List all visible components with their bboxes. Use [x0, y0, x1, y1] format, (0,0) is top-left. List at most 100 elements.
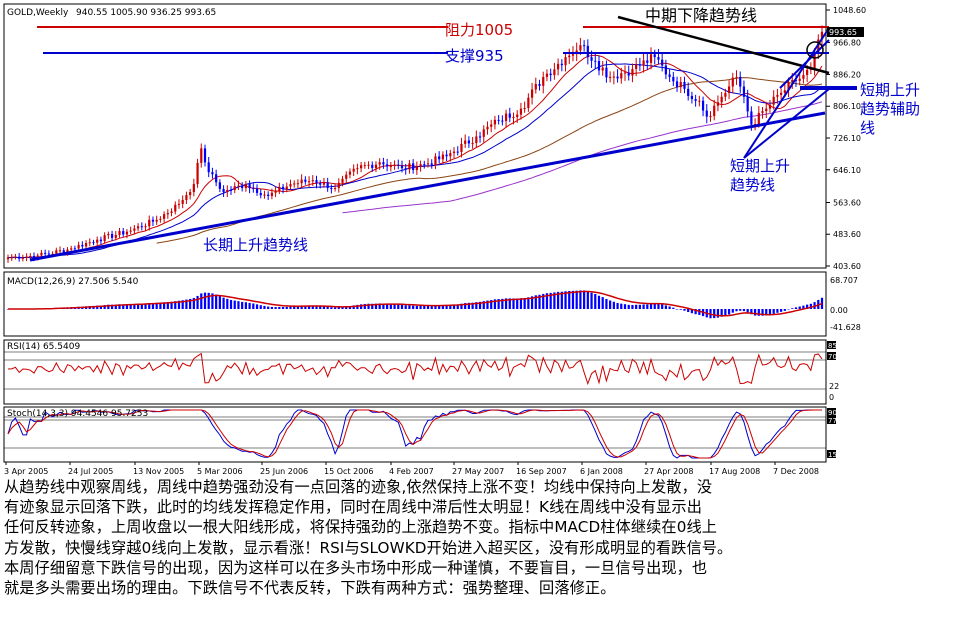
- candle-body: [564, 57, 567, 66]
- candle-body: [330, 188, 333, 190]
- macd-bar: [794, 307, 798, 309]
- macd-bar: [359, 304, 363, 309]
- macd-bar: [426, 305, 430, 309]
- short-aux-label-1: 短期上升: [860, 81, 920, 99]
- candle-body: [508, 113, 511, 118]
- candle-body: [735, 76, 738, 78]
- candle-body: [248, 184, 251, 189]
- stoch-panel: [3, 406, 827, 463]
- x-tick-label: 25 Jun 2006: [260, 467, 308, 476]
- candle-body: [471, 143, 474, 145]
- candle-body: [293, 183, 296, 185]
- candle-body: [519, 108, 523, 115]
- macd-bar: [389, 303, 392, 309]
- price-panel: [3, 3, 827, 269]
- candle-body: [404, 168, 407, 170]
- candle-body: [605, 67, 608, 78]
- macd-bar: [445, 305, 448, 309]
- candle-body: [162, 214, 166, 219]
- candle-body: [545, 73, 549, 77]
- price-tick-label: 726.10: [833, 134, 861, 143]
- macd-bar: [512, 298, 515, 309]
- price-tick-label: 966.80: [833, 38, 861, 47]
- macd-bar: [252, 303, 255, 309]
- candle-body: [675, 81, 679, 88]
- macd-bar: [281, 306, 285, 309]
- macd-tick-zero: 0.00: [830, 306, 848, 315]
- macd-bar: [122, 304, 125, 309]
- x-tick-label: 4 Feb 2007: [389, 467, 434, 476]
- rsi-label: RSI(14) 65.5409: [7, 342, 80, 352]
- candle-body: [58, 250, 62, 252]
- macd-bar: [720, 309, 723, 317]
- candle-body: [661, 59, 664, 66]
- macd-bar: [207, 292, 210, 309]
- macd-bar: [612, 301, 615, 309]
- candle-body: [296, 183, 300, 185]
- macd-bar: [267, 306, 270, 309]
- candle-body: [14, 256, 17, 258]
- commentary-line: 任何反转迹象，上周收盘以一根大阳线形成，将保持强劲的上涨趋势不变。指标中MACD…: [4, 518, 718, 537]
- macd-bar: [583, 290, 586, 309]
- candle-body: [623, 72, 627, 74]
- price-tick-label: 483.60: [833, 230, 861, 239]
- macd-bar: [326, 306, 329, 309]
- rsi-line: [7, 352, 823, 386]
- rsi-tick-70-bg: [827, 352, 836, 360]
- macd-bar: [441, 305, 444, 309]
- macd-bar: [304, 305, 307, 309]
- macd-bar: [255, 304, 259, 309]
- candle-body: [415, 166, 418, 171]
- candle-body: [553, 69, 556, 76]
- candle-body: [6, 257, 10, 260]
- macd-bar: [713, 309, 716, 319]
- macd-bar: [307, 305, 311, 309]
- macd-bar: [601, 297, 604, 309]
- candle-body: [47, 253, 50, 255]
- candle-body: [274, 190, 277, 193]
- macd-bar: [690, 309, 694, 314]
- support-label: 支撑935: [445, 47, 504, 65]
- macd-bar: [642, 304, 645, 309]
- candle-body: [724, 93, 727, 97]
- candle-body: [192, 184, 195, 193]
- macd-bar: [151, 302, 155, 309]
- price-tick-label: 646.10: [833, 166, 861, 175]
- candle-body: [601, 67, 604, 71]
- stoch-d-line: [7, 409, 822, 459]
- macd-bar: [192, 298, 195, 309]
- macd-bar: [449, 304, 452, 309]
- mid-downtrend-label: 中期下降趋势线: [645, 6, 757, 25]
- candle-body: [467, 140, 471, 144]
- candle-body: [140, 226, 143, 228]
- ma-20-line: [7, 63, 823, 259]
- candle-body: [389, 166, 392, 168]
- macd-bar: [174, 301, 177, 309]
- candle-body: [151, 219, 155, 222]
- candle-body: [478, 136, 482, 138]
- macd-tick-low: -41.628: [830, 323, 861, 332]
- price-tick-label: 886.20: [833, 70, 861, 79]
- candle-body: [701, 100, 705, 111]
- macd-bar: [464, 303, 467, 309]
- candle-body: [438, 156, 441, 160]
- candle-body: [25, 256, 28, 258]
- macd-bar: [259, 305, 262, 309]
- candle-body: [177, 203, 181, 205]
- rsi-tick-85-bg: [827, 341, 836, 349]
- symbol-label: GOLD,Weekly: [7, 8, 69, 18]
- macd-bar: [434, 305, 437, 309]
- macd-bar: [623, 304, 627, 309]
- candle-body: [352, 168, 355, 172]
- macd-bar: [103, 305, 106, 309]
- macd-bar: [423, 305, 426, 309]
- macd-bar: [530, 296, 534, 309]
- mid-downtrend-line: [617, 15, 830, 75]
- candle-body: [129, 230, 132, 232]
- rsi-tick-0: 0: [829, 393, 834, 402]
- macd-bar: [311, 305, 314, 309]
- candle-body: [252, 188, 255, 190]
- candle-body: [631, 68, 634, 76]
- candle-body: [657, 57, 660, 60]
- candle-body: [159, 218, 162, 220]
